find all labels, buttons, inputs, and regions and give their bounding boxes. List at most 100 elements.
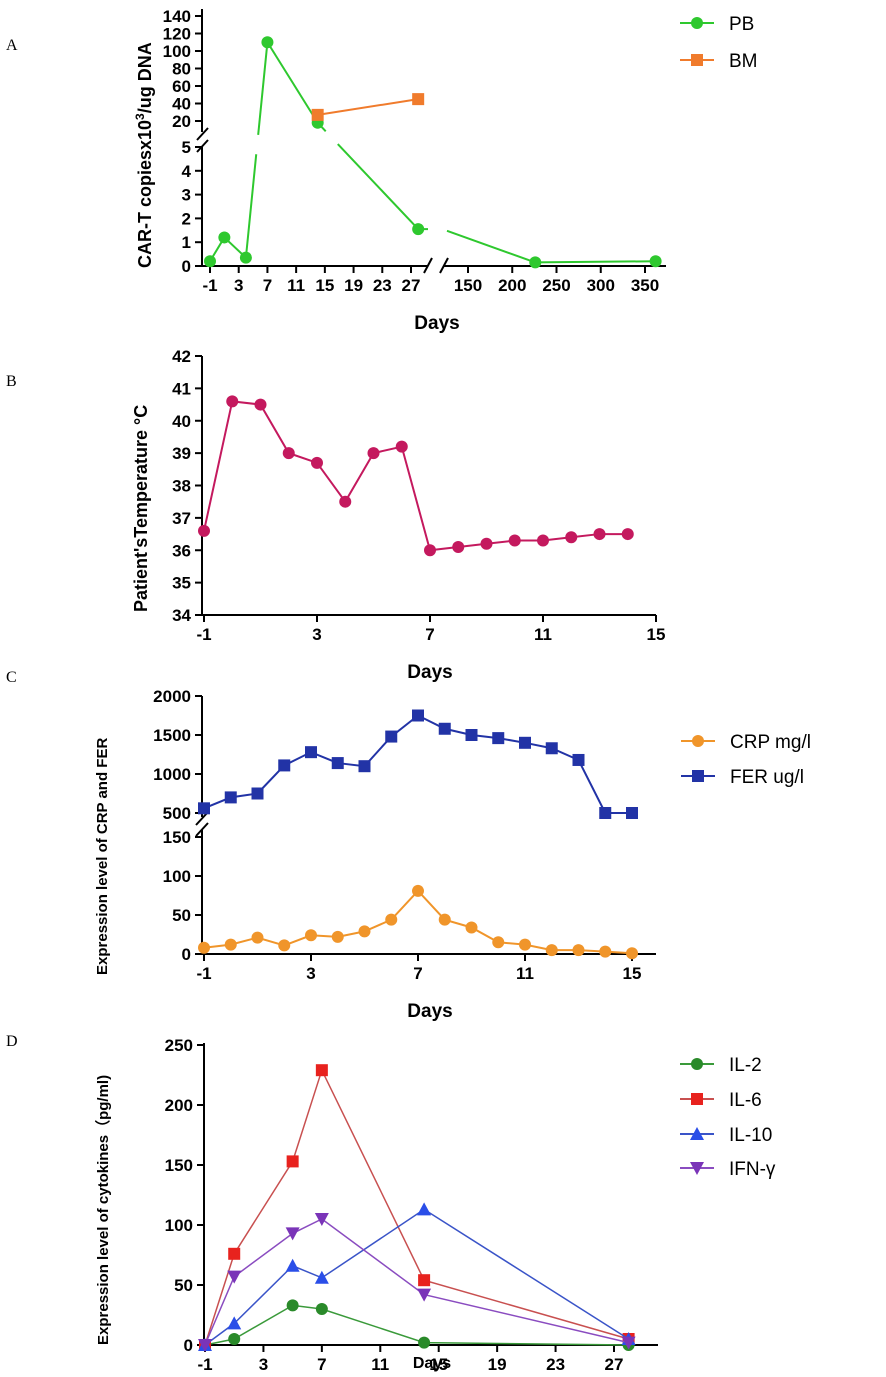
a-y-tick-label: 2 [182,209,191,228]
c-point-crp [385,913,398,926]
c-point-fer [331,757,344,770]
a-x-tick-label: 15 [315,276,334,295]
d-point-il-6 [315,1064,328,1077]
c-legend-label-crp: CRP mg/l [730,732,811,753]
d-point-ifn-g [285,1227,300,1241]
d-legend-label-il10: IL-10 [729,1125,772,1146]
b-point-temperature [565,531,578,544]
c-line-fer [203,714,632,814]
panel-label-b: B [6,373,17,390]
c-x-axis-title: Days [407,1001,452,1022]
d-point-il-6 [418,1274,431,1287]
a-y-tick-label: 3 [182,186,191,205]
c-legend-marker-fer [692,770,704,782]
a-y-tick-label: 0 [182,257,191,276]
c-point-crp [465,921,478,934]
c-x-tick-label: 3 [306,964,315,983]
c-point-crp [545,944,558,957]
b-y-tick-label: 36 [172,541,191,560]
panel-a-chart: CAR-T copiesx103/ug DNA Days -1 3 7 11 15 19 2… [133,7,758,334]
c-point-fer [519,736,531,749]
a-legend: PB BM [680,14,758,72]
c-y-tick-label: 50 [172,906,191,925]
c-point-crp [358,925,371,938]
a-x-tick-label: 7 [263,276,272,295]
c-y-axis-title: Expression level of CRP and FER [94,738,111,975]
a-legend-label-pb: PB [729,14,754,35]
panel-b-chart: Patient'sTemperature °C Days -1 3 7 11 15343… [131,347,665,683]
panel-d-chart: Expression level of cytokines（pg/ml) Day… [94,1036,776,1374]
c-legend: CRP mg/l FER ug/l [681,732,811,788]
c-point-fer [251,787,264,800]
a-line-pb [337,143,419,230]
a-x-tick-label: 350 [631,276,659,295]
b-y-tick-label: 42 [172,347,191,366]
c-point-crp [412,884,424,897]
d-point-il-6 [228,1247,241,1260]
d-point-il-2 [418,1336,431,1349]
panel-label-c: C [6,669,17,686]
a-line-pb [266,41,319,124]
d-y-tick-label: 250 [165,1036,193,1055]
a-point-pb [239,251,252,264]
a-y-break-mark [196,127,209,141]
c-y-tick-label: 1500 [153,726,191,745]
c-point-crp [251,931,264,944]
a-x-tick-label: 150 [454,276,482,295]
d-y-tick-label: 150 [165,1156,193,1175]
a-y-tick-label: 1 [182,233,191,252]
c-y-tick-label: 2000 [153,687,191,706]
c-point-fer [545,742,558,755]
d-point-ifn-g [198,1339,212,1352]
c-point-fer [626,807,638,819]
panel-label-d: D [6,1033,18,1050]
d-legend-label-il2: IL-2 [729,1055,762,1076]
d-point-ifn-g [314,1213,329,1226]
a-line-pb [257,42,269,135]
c-y-break-mark [195,822,209,837]
b-point-temperature [226,395,239,408]
a-x-axis-title: Days [414,313,459,334]
a-y-tick-label: 80 [172,60,191,79]
d-x-tick-label: -1 [197,1355,212,1374]
b-point-temperature [537,534,549,547]
a-x-tick-label: -1 [202,276,217,295]
c-point-fer [358,760,371,773]
d-y-tick-label: 100 [165,1216,193,1235]
a-point-pb [412,223,425,236]
d-x-tick-label: 15 [429,1355,448,1374]
d-line-il-2 [204,1304,629,1346]
c-x-tick-label: 11 [516,964,534,983]
d-legend-marker-il2 [691,1058,703,1070]
d-point-il-10 [314,1270,329,1284]
a-line-pb [244,154,258,258]
d-y-axis-title: Expression level of cytokines（pg/ml) [94,1075,112,1345]
b-y-tick-label: 39 [172,444,191,463]
d-legend-marker-ifng [690,1162,704,1175]
a-legend-marker-bm [691,54,703,66]
a-x-break-mark [439,257,449,274]
a-y-tick-label: 5 [182,138,191,157]
b-y-tick-label: 38 [172,477,191,496]
panel-label-a: A [6,37,18,54]
a-y-axis-title: CAR-T copiesx103/ug DNA [133,42,155,268]
c-point-fer [438,722,451,735]
c-point-crp [438,913,451,926]
a-y-tick-label: 120 [163,25,191,44]
c-point-crp [599,945,612,958]
a-y-tick-label: 140 [163,7,191,26]
c-point-crp [572,944,585,957]
b-x-axis-title: Days [407,662,452,683]
a-point-pb [204,255,216,268]
a-x-tick-label: 27 [402,276,421,295]
b-y-axis-title: Patient'sTemperature °C [131,405,151,612]
d-y-tick-label: 0 [184,1336,193,1355]
d-point-il-6 [286,1155,299,1168]
c-point-fer [572,753,585,766]
c-legend-marker-crp [692,735,704,747]
c-x-tick-label: -1 [196,964,211,983]
b-x-tick-label: 7 [425,625,434,644]
c-y-tick-label: 500 [163,804,191,823]
c-point-crp [198,941,210,954]
a-point-pb [529,256,542,269]
